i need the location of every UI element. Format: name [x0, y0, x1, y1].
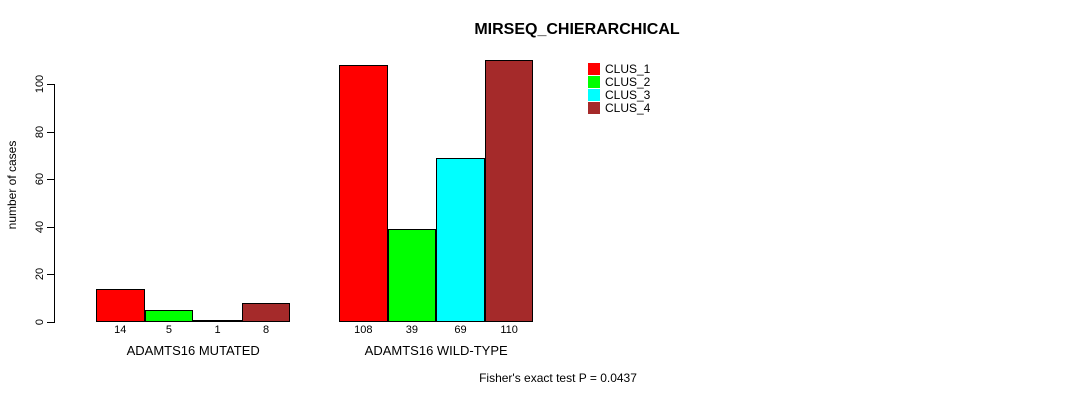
legend-swatch-clus_3 [588, 88, 600, 101]
y-tick-mark [47, 322, 54, 323]
bar-clus_3-group1 [193, 319, 242, 322]
bar-value-label: 14 [114, 324, 127, 336]
legend-label: CLUS_2 [605, 74, 651, 89]
bar-value-label: 8 [263, 324, 270, 336]
bar-value-label: 108 [354, 324, 373, 336]
legend-label: CLUS_3 [605, 87, 651, 102]
bar-clus_1-group2 [339, 64, 388, 322]
y-tick-label: 60 [34, 173, 46, 186]
bar-clus_2-group1 [144, 310, 194, 322]
chart-title: MIRSEQ_CHIERARCHICAL [474, 21, 680, 38]
y-tick-label: 0 [34, 318, 46, 326]
bar-clus_3-group2 [436, 157, 485, 322]
bar-clus_1-group1 [96, 288, 145, 322]
bar-value-label: 1 [214, 324, 221, 336]
y-tick-mark [47, 226, 54, 228]
legend-item-clus_4: CLUS_4 [588, 100, 651, 115]
bar-value-label: 39 [405, 324, 419, 336]
bar-clus_4-group1 [241, 302, 291, 322]
bar-clus_4-group2 [484, 60, 534, 322]
y-tick-label: 80 [34, 125, 46, 138]
legend-item-clus_1: CLUS_1 [588, 61, 651, 76]
legend-swatch-clus_4 [588, 101, 600, 114]
legend-item-clus_3: CLUS_3 [588, 87, 651, 102]
y-tick-mark [47, 179, 54, 181]
y-axis-title: number of cases [5, 140, 19, 230]
y-tick-label: 100 [34, 74, 46, 94]
legend-item-clus_2: CLUS_2 [588, 74, 651, 89]
legend-label: CLUS_1 [605, 61, 651, 76]
y-axis-line [54, 84, 55, 323]
legend: CLUS_1 CLUS_2 CLUS_3 CLUS_4 [588, 61, 651, 115]
y-tick-mark [47, 84, 54, 85]
category-label: ADAMTS16 WILD-TYPE [364, 343, 508, 358]
bar-value-label: 69 [454, 324, 467, 336]
category-label: ADAMTS16 MUTATED [126, 343, 260, 358]
legend-swatch-clus_2 [588, 75, 600, 88]
y-tick-mark [47, 274, 54, 276]
legend-swatch-clus_1 [588, 62, 600, 75]
legend-label: CLUS_4 [605, 100, 651, 115]
y-tick-label: 20 [34, 268, 46, 281]
y-tick-label: 40 [34, 220, 46, 233]
annotation-fishers-test: Fisher's exact test P = 0.0437 [479, 371, 637, 385]
bar-value-label: 110 [500, 324, 518, 336]
y-tick-mark [47, 131, 54, 133]
bar-clus_2-group2 [387, 229, 437, 322]
bar-value-label: 5 [165, 324, 172, 336]
